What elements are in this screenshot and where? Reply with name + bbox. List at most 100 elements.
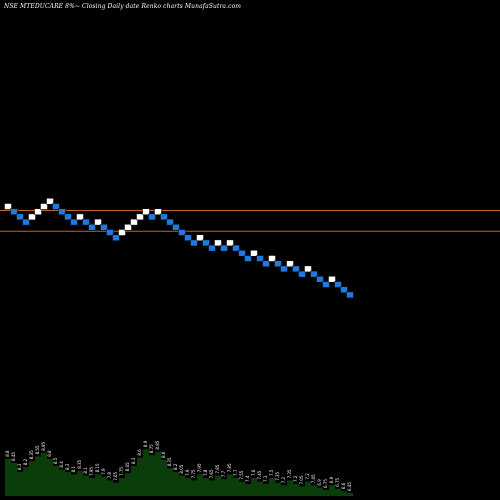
volume-area <box>5 449 353 496</box>
renko-brick-down <box>244 255 252 262</box>
volume-label: 8.3 <box>17 463 22 470</box>
renko-brick-up <box>214 239 222 247</box>
volume-label: 7.85 <box>215 464 220 473</box>
volume-label: 7.3 <box>263 475 268 482</box>
volume-label: 8.9 <box>143 440 148 447</box>
renko-brick-down <box>274 260 282 267</box>
volume-label: 7.55 <box>239 470 244 479</box>
volume-label: 8.1 <box>83 467 88 474</box>
volume-label: 7.9 <box>185 469 190 476</box>
renko-bricks <box>4 198 354 299</box>
volume-label: 7.8 <box>203 469 208 476</box>
renko-brick-down <box>292 265 300 273</box>
volume-label: 8.55 <box>35 445 40 454</box>
volume-label: 8.1 <box>71 466 76 473</box>
renko-brick-up <box>94 218 102 226</box>
renko-brick-down <box>70 218 78 226</box>
renko-brick-down <box>232 244 240 252</box>
renko-brick-down <box>10 208 18 215</box>
volume-label: 6.6 <box>341 482 346 489</box>
renko-brick-down <box>178 229 186 236</box>
renko-brick-up <box>130 218 138 226</box>
renko-brick-down <box>82 218 90 226</box>
renko-brick-up <box>118 229 126 236</box>
volume-label: 7.05 <box>311 474 316 483</box>
volume-label: 7.7 <box>221 470 226 477</box>
volume-label: 8.2 <box>23 458 28 465</box>
renko-brick-down <box>208 244 216 252</box>
volume-label: 8.75 <box>149 444 154 453</box>
renko-brick-down <box>202 239 210 247</box>
volume-label: 8.6 <box>161 451 166 458</box>
volume-label: 7.45 <box>257 470 262 479</box>
renko-brick-up <box>40 203 48 210</box>
renko-brick-up <box>250 250 258 257</box>
volume-label: 6.45 <box>347 482 352 491</box>
volume-label: 6.9 <box>317 479 322 486</box>
volume-label: 8.05 <box>125 462 130 471</box>
renko-brick-down <box>310 270 318 278</box>
renko-brick-down <box>52 203 60 210</box>
volume-label: 8.35 <box>77 459 82 468</box>
renko-brick-up <box>196 234 204 241</box>
volume-label: 6.75 <box>323 479 328 488</box>
volume-label: 8.15 <box>95 463 100 472</box>
volume-label: 6.9 <box>329 476 334 483</box>
renko-brick-down <box>64 213 72 221</box>
renko-brick-down <box>160 213 168 221</box>
level-lines <box>0 210 500 232</box>
renko-brick-down <box>148 213 156 221</box>
renko-brick-up <box>286 260 294 267</box>
volume-label: 8.6 <box>137 449 142 456</box>
volume-label: 8.3 <box>131 457 136 464</box>
renko-brick-down <box>340 286 348 293</box>
volume-label: 7.8 <box>107 472 112 479</box>
renko-brick-down <box>106 229 114 236</box>
volume-label: 8.95 <box>41 441 46 450</box>
renko-brick-down <box>166 218 174 226</box>
renko-brick-down <box>100 224 108 231</box>
volume-label: 7.95 <box>89 467 94 476</box>
volume-label: 7.2 <box>305 473 310 480</box>
renko-brick-down <box>22 218 30 226</box>
renko-brick-down <box>256 255 264 262</box>
volume-label: 7.9 <box>101 468 106 475</box>
renko-brick-down <box>172 224 180 231</box>
volume-label: 7.05 <box>299 475 304 484</box>
volume-label: 7.65 <box>209 469 214 478</box>
volume-label: 7.95 <box>197 463 202 472</box>
renko-brick-down <box>334 281 342 288</box>
renko-brick-down <box>262 260 270 267</box>
renko-brick-up <box>304 265 312 273</box>
volume-label: 6.75 <box>335 477 340 486</box>
volume-label: 8.05 <box>179 464 184 473</box>
renko-brick-down <box>112 234 120 241</box>
volume-labels: 8.8 8.458.38.28.358.55 8.958.88.58.4 8.3 8.1… <box>5 440 352 491</box>
volume-label: 7.35 <box>287 469 292 478</box>
volume-label: 8.3 <box>65 463 70 470</box>
volume-label: 8.8 <box>47 450 52 457</box>
volume-label: 7.7 <box>233 469 238 476</box>
volume-label: 8.2 <box>173 463 178 470</box>
renko-brick-down <box>316 276 324 283</box>
volume-label: 8.85 <box>155 440 160 449</box>
renko-brick-up <box>46 198 54 205</box>
renko-brick-down <box>322 281 330 288</box>
renko-brick-down <box>190 239 198 247</box>
volume-label: 7.2 <box>281 476 286 483</box>
volume-label: 7.75 <box>191 469 196 478</box>
volume-series <box>5 449 353 496</box>
volume-label: 8.35 <box>167 457 172 466</box>
volume-label: 7.65 <box>113 471 118 480</box>
volume-label: 7.4 <box>245 475 250 482</box>
volume-label: 8.45 <box>11 452 16 461</box>
volume-label: 7.2 <box>293 475 298 482</box>
volume-label: 8.4 <box>59 461 64 468</box>
renko-brick-down <box>346 291 354 299</box>
renko-brick-up <box>226 239 234 247</box>
volume-label: 8.8 <box>5 450 10 457</box>
renko-brick-down <box>16 213 24 221</box>
renko-brick-up <box>28 213 36 221</box>
renko-brick-down <box>298 270 306 278</box>
